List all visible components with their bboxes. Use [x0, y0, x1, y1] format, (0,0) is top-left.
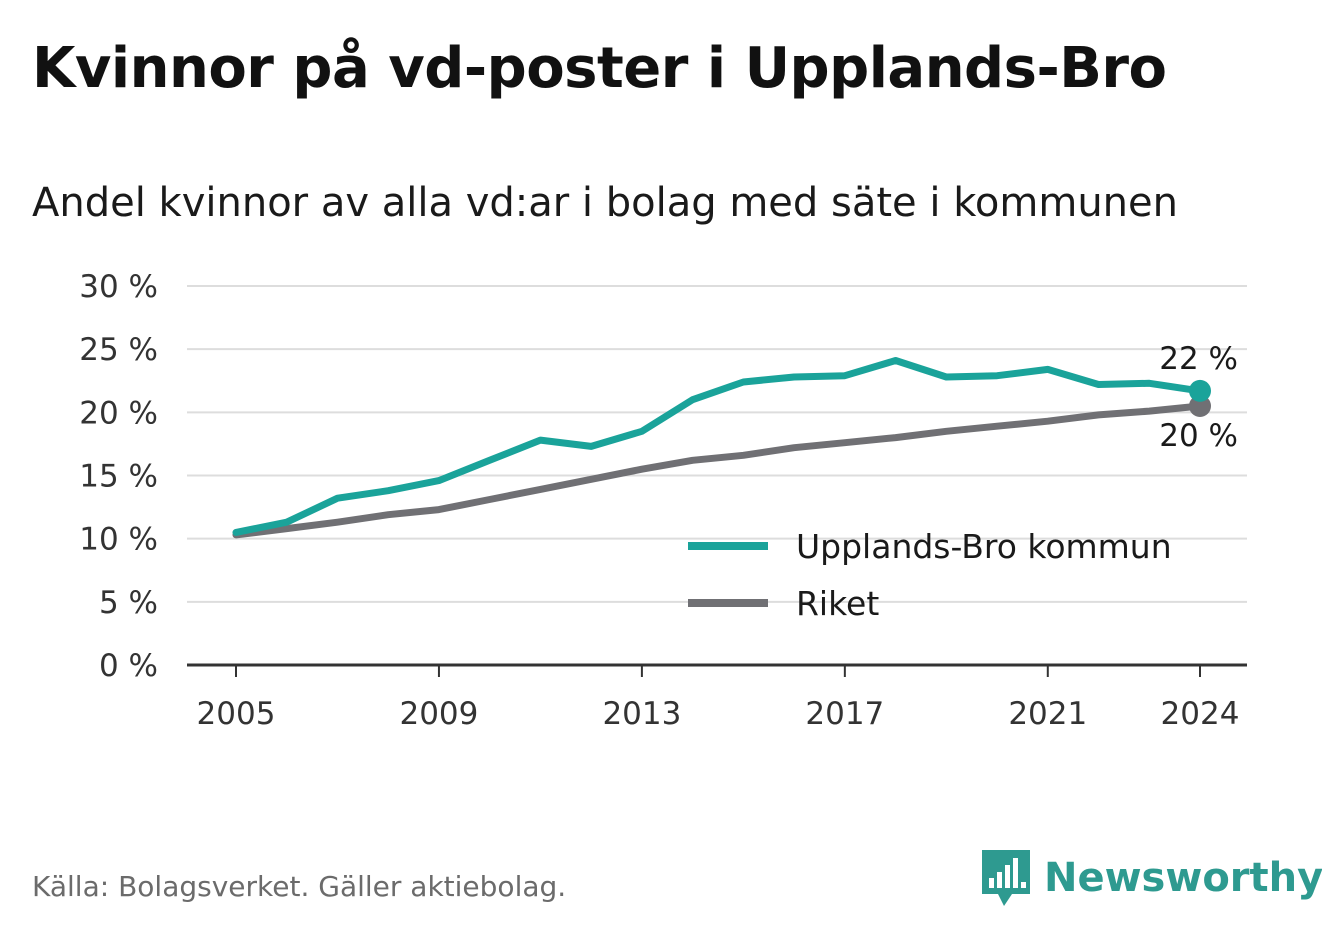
- legend-label-riket: Riket: [796, 584, 879, 623]
- y-tick-label: 15 %: [79, 459, 158, 495]
- series-line-upplands-bro: [232, 357, 1204, 536]
- y-tick-label: 30 %: [79, 269, 158, 305]
- x-tick-label: 2021: [1008, 696, 1087, 732]
- x-tick-label: 2009: [399, 696, 478, 732]
- end-point-upplands-bro: [1189, 379, 1211, 402]
- chart-title: Kvinnor på vd-poster i Upplands-Bro: [32, 36, 1167, 101]
- newsworthy-logo-icon: [982, 850, 1030, 906]
- grid-lines: [187, 285, 1247, 667]
- legend: Upplands-Bro kommun Riket: [688, 527, 1172, 623]
- end-label-riket: 20 %: [1159, 418, 1238, 454]
- brand-logo: Newsworthy: [980, 848, 1322, 908]
- y-tick-label: 5 %: [99, 585, 158, 621]
- x-tick-label: 2017: [805, 696, 884, 732]
- y-axis-ticks: 0 % 5 % 10 % 15 % 20 % 25 % 30 %: [79, 269, 158, 684]
- end-labels: 22 % 20 %: [1159, 341, 1238, 454]
- legend-label-upplands-bro: Upplands-Bro kommun: [796, 527, 1172, 566]
- x-axis-ticks: 2005 2009 2013 2017 2021 2024: [197, 665, 1240, 732]
- source-note: Källa: Bolagsverket. Gäller aktiebolag.: [32, 870, 567, 903]
- brand-name: Newsworthy: [1044, 855, 1322, 901]
- x-tick-label: 2024: [1161, 696, 1240, 732]
- series-line-riket: [232, 402, 1204, 539]
- y-tick-label: 25 %: [79, 332, 158, 368]
- y-tick-label: 20 %: [79, 395, 158, 431]
- x-tick-label: 2013: [602, 696, 681, 732]
- y-tick-label: 0 %: [99, 648, 158, 684]
- chart-subtitle: Andel kvinnor av alla vd:ar i bolag med …: [32, 180, 1178, 226]
- end-point-riket: [1189, 395, 1211, 418]
- x-tick-label: 2005: [197, 696, 276, 732]
- end-label-upplands-bro: 22 %: [1159, 341, 1238, 377]
- series: [232, 357, 1211, 539]
- y-tick-label: 10 %: [79, 522, 158, 558]
